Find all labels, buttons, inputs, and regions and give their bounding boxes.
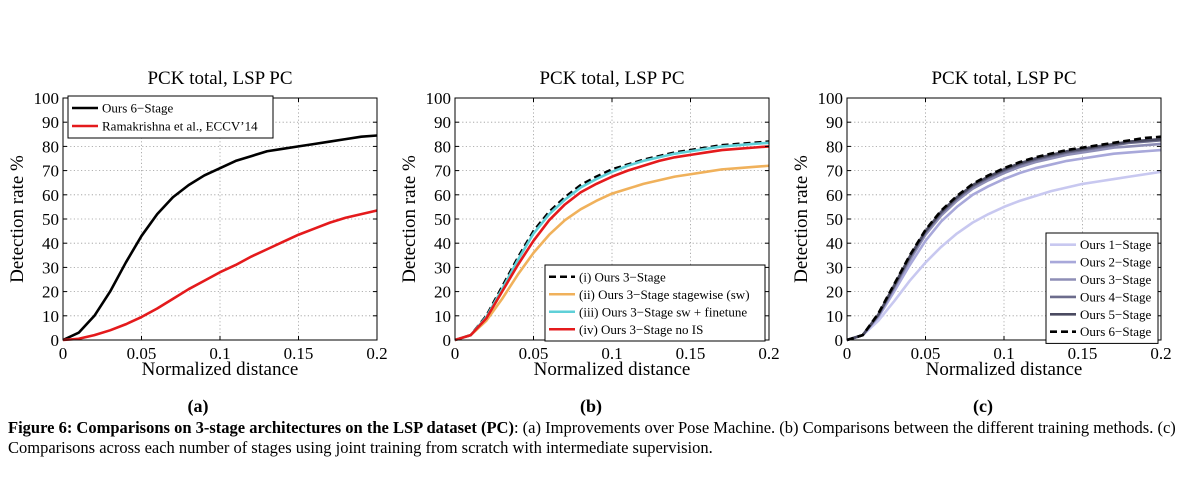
- legend-box: [67, 95, 274, 139]
- x-axis-label: Normalized distance: [926, 359, 1083, 380]
- legend-label-2: (ii) Ours 3−Stage stagewise (sw): [579, 287, 750, 302]
- legend-label-2: Ours 2−Stage: [1080, 255, 1151, 270]
- y-tick-label: 40: [826, 234, 843, 253]
- y-tick-label: 30: [826, 258, 843, 277]
- y-tick-label: 10: [42, 307, 59, 326]
- y-tick-label: 80: [826, 137, 843, 156]
- y-tick-label: 50: [434, 210, 451, 229]
- x-tick-label: 0.05: [911, 344, 941, 363]
- series-line-5: [846, 137, 1162, 342]
- legend: Ours 6−Stage Ramakrishna et al., ECCV’14: [67, 95, 274, 139]
- chart-title: PCK total, LSP PC: [931, 68, 1076, 89]
- y-tick-label: 80: [434, 137, 451, 156]
- series-line-2: [62, 209, 378, 342]
- x-tick-label: 0.1: [993, 344, 1014, 363]
- panel-label-c: (c): [973, 396, 993, 416]
- x-tick-label: 0.15: [676, 344, 706, 363]
- x-axis-label: Normalized distance: [534, 359, 691, 380]
- y-tick-label: 40: [434, 234, 451, 253]
- x-tick-label: 0.15: [284, 344, 314, 363]
- y-tick-label: 50: [826, 210, 843, 229]
- caption-bold: Figure 6: Comparisons on 3-stage archite…: [8, 418, 514, 437]
- y-tick-label: 90: [42, 113, 59, 132]
- series-line-1: [62, 134, 378, 342]
- y-tick-label: 100: [426, 89, 452, 108]
- y-tick-label: 20: [826, 283, 843, 302]
- figure-caption: Figure 6: Comparisons on 3-stage archite…: [8, 418, 1193, 458]
- x-tick-label: 0.1: [601, 344, 622, 363]
- x-axis-label: Normalized distance: [142, 359, 299, 380]
- y-tick-label: 20: [434, 283, 451, 302]
- legend-box: [1045, 232, 1159, 344]
- caption-text: : (a) Improvements over Pose Machine. (b…: [8, 418, 1176, 457]
- y-tick-label: 10: [826, 307, 843, 326]
- legend: Ours 1−Stage Ours 2−Stage Ours 3−Stage Ours…: [1045, 232, 1159, 344]
- y-tick-label: 100: [34, 89, 60, 108]
- panel-label-a: (a): [187, 396, 209, 416]
- x-tick-label: 0.2: [1150, 344, 1171, 363]
- y-axis-label: Detection rate %: [399, 155, 420, 283]
- x-tick-label: 0.05: [127, 344, 157, 363]
- series-line-2: [846, 148, 1162, 342]
- x-tick-label: 0: [843, 344, 852, 363]
- panel-label-b: (b): [580, 396, 602, 416]
- legend-label-3: (iii) Ours 3−Stage sw + finetune: [579, 304, 747, 319]
- legend-label-1: (i) Ours 3−Stage: [579, 269, 666, 284]
- x-tick-label: 0.2: [366, 344, 387, 363]
- y-tick-label: 70: [434, 162, 451, 181]
- series-line-2: [454, 164, 770, 342]
- y-tick-label: 20: [42, 283, 59, 302]
- y-tick-label: 100: [818, 89, 844, 108]
- x-tick-label: 0: [451, 344, 460, 363]
- y-tick-label: 0: [835, 331, 844, 350]
- legend-label-1: Ours 1−Stage: [1080, 237, 1151, 252]
- legend-label-2: Ramakrishna et al., ECCV’14: [102, 119, 258, 134]
- series-line-3: [454, 141, 770, 342]
- legend-label-6: Ours 6−Stage: [1080, 324, 1151, 339]
- x-tick-label: 0.05: [519, 344, 549, 363]
- y-tick-label: 60: [42, 186, 59, 205]
- y-axis-label: Detection rate %: [7, 155, 28, 283]
- legend: (i) Ours 3−Stage (ii) Ours 3−Stage stagew…: [544, 264, 766, 342]
- legend-label-3: Ours 3−Stage: [1080, 272, 1151, 287]
- y-tick-label: 0: [443, 331, 452, 350]
- series-line-4: [454, 145, 770, 342]
- y-axis-label: Detection rate %: [791, 155, 812, 283]
- y-tick-label: 90: [826, 113, 843, 132]
- y-tick-label: 30: [42, 258, 59, 277]
- y-tick-label: 80: [42, 137, 59, 156]
- x-tick-label: 0.1: [209, 344, 230, 363]
- legend-label-4: Ours 4−Stage: [1080, 289, 1151, 304]
- y-tick-label: 0: [51, 331, 60, 350]
- chart-title: PCK total, LSP PC: [539, 68, 684, 89]
- legend-label-5: Ours 5−Stage: [1080, 307, 1151, 322]
- y-tick-label: 70: [42, 162, 59, 181]
- legend-label-1: Ours 6−Stage: [102, 101, 173, 116]
- y-tick-label: 40: [42, 234, 59, 253]
- y-tick-label: 50: [42, 210, 59, 229]
- y-tick-label: 90: [434, 113, 451, 132]
- legend-box: [544, 264, 766, 342]
- y-tick-label: 30: [434, 258, 451, 277]
- y-tick-label: 60: [434, 186, 451, 205]
- y-tick-label: 70: [826, 162, 843, 181]
- y-tick-label: 10: [434, 307, 451, 326]
- series-line-1: [846, 170, 1162, 342]
- chart-title: PCK total, LSP PC: [147, 68, 292, 89]
- legend-label-4: (iv) Ours 3−Stage no IS: [579, 322, 703, 337]
- y-tick-label: 60: [826, 186, 843, 205]
- x-tick-label: 0.15: [1068, 344, 1098, 363]
- x-tick-label: 0: [59, 344, 68, 363]
- x-tick-label: 0.2: [758, 344, 779, 363]
